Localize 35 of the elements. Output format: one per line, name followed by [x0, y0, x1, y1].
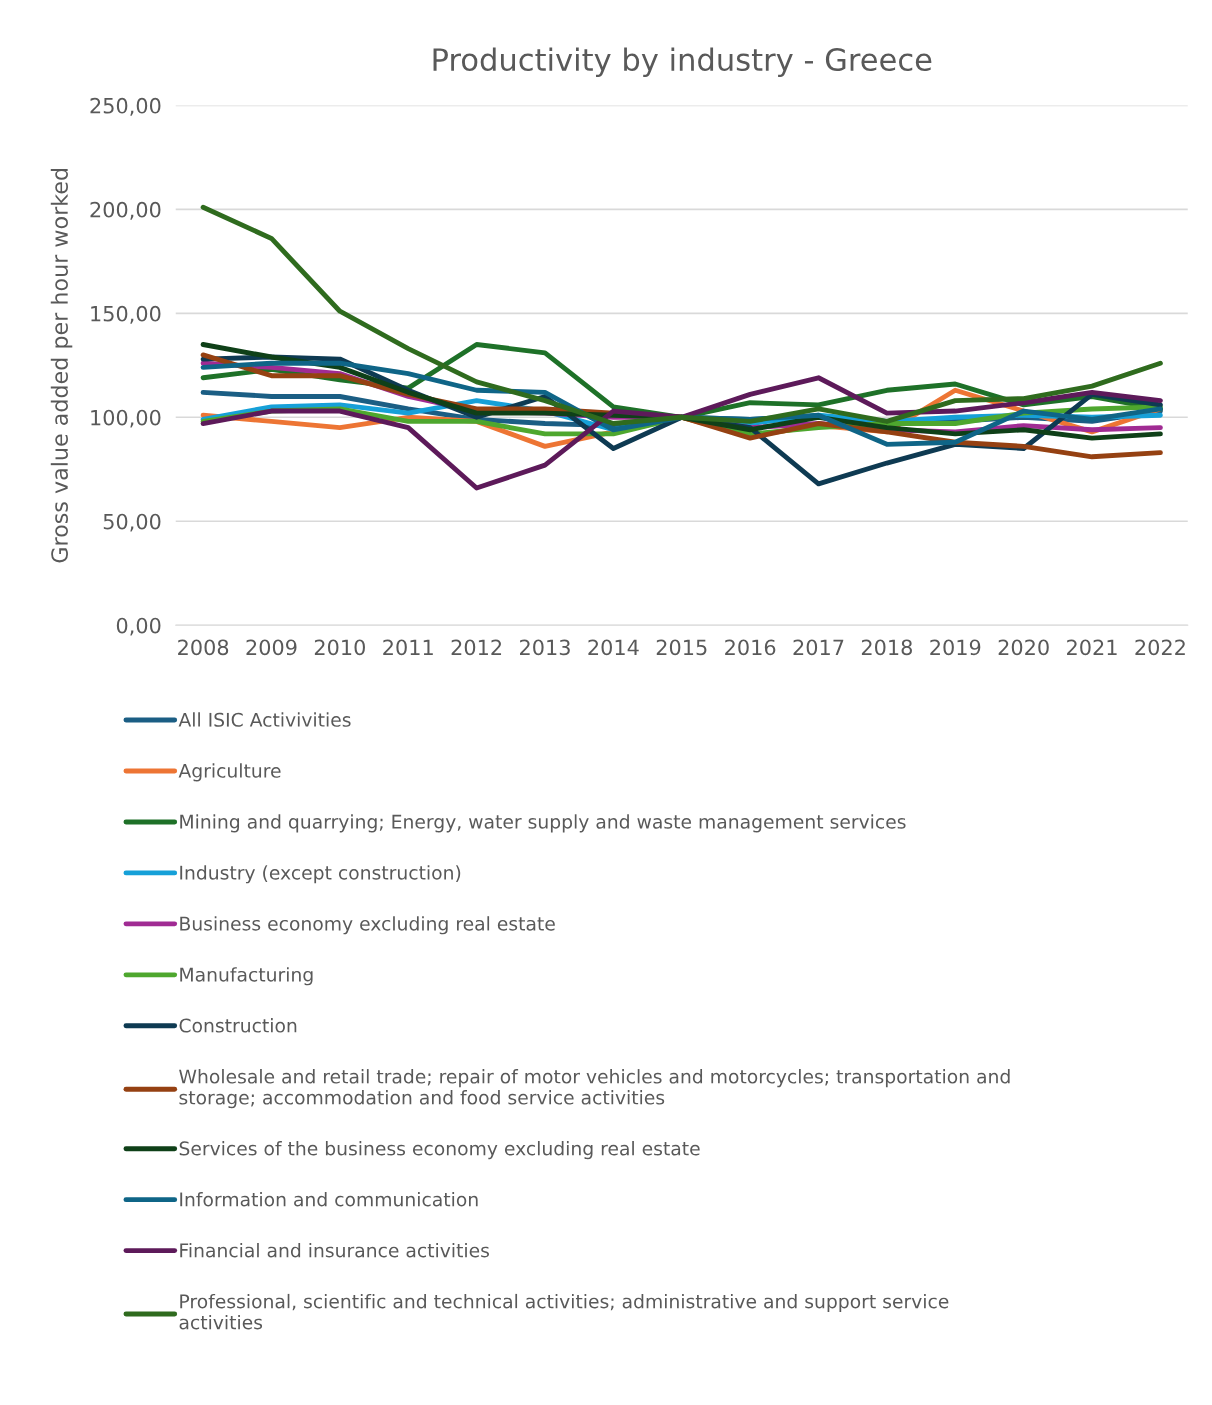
legend-label: Professional, scientific and technical activities; administrative and support service activities: [179, 1293, 949, 1330]
legend-label: Construction: [179, 1018, 297, 1033]
legend-label: Manufacturing: [180, 967, 313, 986]
legend-label: Wholesale and retail trade; repair of motor vehicles and motorcycles; transportation and storage; accommodation and food service activities: [179, 1069, 1010, 1109]
legend-label: Services of the business economy excluding real estate: [179, 1141, 700, 1160]
x-tick-label: 2018: [861, 639, 912, 656]
legend-label: Agriculture: [178, 763, 281, 782]
x-tick-label: 2013: [520, 639, 570, 656]
x-tick-label: 2017: [793, 639, 844, 656]
y-tick-label: 100,00: [91, 409, 161, 428]
x-tick-label: 2014: [588, 639, 639, 656]
y-axis-title: Gross value added per hour worked: [50, 168, 73, 563]
legend-label: Business economy excluding real estate: [180, 916, 555, 935]
legend-label: All ISIC Activivities: [178, 712, 351, 727]
chart-title: Productivity by industry - Greece: [433, 47, 932, 78]
x-tick-label: 2021: [1067, 639, 1117, 656]
y-tick-label: 150,00: [91, 305, 161, 324]
x-tick-label: 2010: [314, 639, 365, 656]
x-tick-label: 2011: [383, 639, 433, 656]
legend-label: Mining and quarrying; Energy, water supply and waste management services: [180, 814, 906, 833]
x-tick-label: 2012: [451, 639, 502, 656]
y-tick-label: 250,00: [90, 97, 161, 116]
legend-label: Industry (except construction): [180, 865, 461, 884]
legend-label: Financial and insurance activities: [180, 1242, 490, 1258]
x-tick-label: 2008: [178, 639, 229, 656]
x-tick-label: 2022: [1135, 639, 1185, 656]
legend-label: Information and communication: [180, 1191, 478, 1207]
x-tick-label: 2016: [725, 639, 776, 656]
y-tick-label: 0,00: [116, 617, 161, 636]
x-tick-label: 2020: [998, 639, 1049, 656]
y-tick-label: 200,00: [90, 201, 161, 220]
y-tick-label: 50,00: [103, 513, 161, 532]
x-tick-label: 2019: [930, 639, 981, 656]
x-tick-label: 2015: [656, 639, 707, 656]
x-tick-label: 2009: [246, 639, 297, 656]
